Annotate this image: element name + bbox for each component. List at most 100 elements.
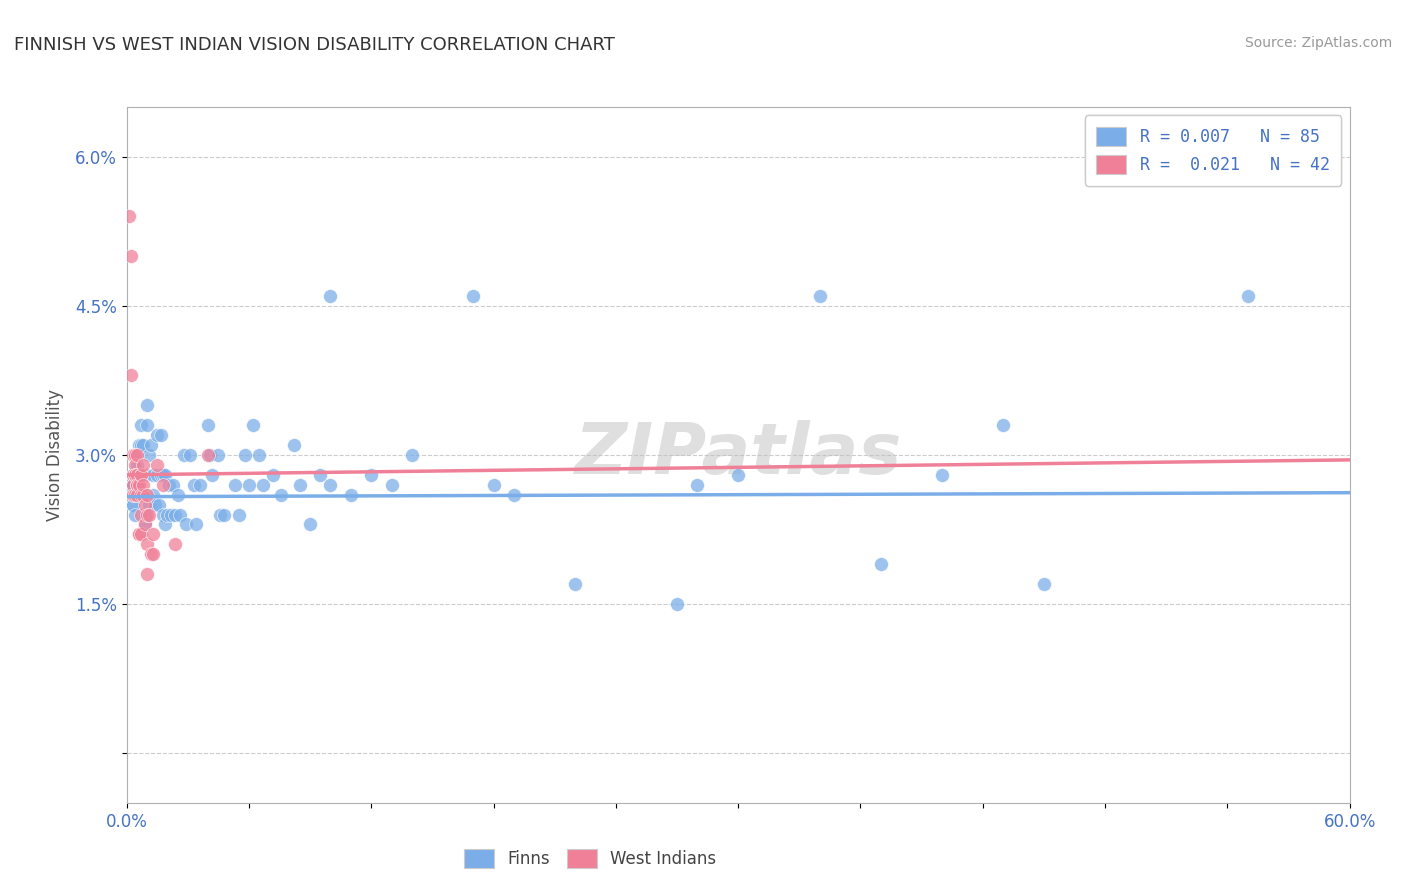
Point [242, 418, 264, 433]
Point [124, 448, 146, 462]
Point [134, 508, 156, 522]
Point [125, 477, 148, 491]
Point [134, 517, 156, 532]
Point [121, 498, 143, 512]
Point [197, 448, 219, 462]
Point [340, 488, 363, 502]
Point [174, 517, 197, 532]
Point [233, 448, 256, 462]
Point [138, 448, 160, 462]
Point [247, 448, 270, 462]
Point [129, 488, 152, 502]
Point [134, 517, 156, 532]
Point [124, 467, 146, 482]
Point [165, 508, 187, 522]
Point [319, 477, 342, 491]
Y-axis label: Vision Disability: Vision Disability [46, 389, 63, 521]
Point [283, 438, 305, 452]
Point [135, 488, 157, 502]
Point [209, 508, 232, 522]
Legend: R = 0.007   N = 85, R =  0.021   N = 42: R = 0.007 N = 85, R = 0.021 N = 42 [1085, 115, 1341, 186]
Point [120, 368, 142, 383]
Point [121, 448, 143, 462]
Point [173, 448, 195, 462]
Point [238, 477, 260, 491]
Point [138, 498, 160, 512]
Point [125, 488, 148, 502]
Point [128, 467, 150, 482]
Point [124, 467, 146, 482]
Point [121, 467, 143, 482]
Point [125, 467, 148, 482]
Point [727, 467, 749, 482]
Point [188, 477, 211, 491]
Point [146, 458, 169, 472]
Point [686, 477, 709, 491]
Point [135, 418, 157, 433]
Point [129, 438, 152, 452]
Point [146, 428, 169, 442]
Point [1033, 577, 1056, 591]
Point [135, 567, 157, 582]
Point [564, 577, 586, 591]
Point [124, 458, 146, 472]
Point [461, 289, 484, 303]
Point [1237, 289, 1260, 303]
Point [224, 477, 246, 491]
Point [179, 448, 201, 462]
Point [503, 488, 526, 502]
Point [201, 467, 224, 482]
Point [129, 467, 152, 482]
Point [142, 467, 165, 482]
Point [148, 498, 170, 512]
Point [309, 467, 332, 482]
Point [139, 438, 162, 452]
Point [299, 517, 322, 532]
Point [165, 537, 187, 551]
Point [135, 398, 157, 412]
Point [150, 467, 173, 482]
Text: Source: ZipAtlas.com: Source: ZipAtlas.com [1244, 36, 1392, 50]
Point [125, 477, 148, 491]
Point [129, 467, 152, 482]
Point [124, 488, 146, 502]
Point [128, 477, 150, 491]
Point [117, 210, 139, 224]
Point [152, 508, 174, 522]
Point [228, 508, 250, 522]
Point [125, 448, 148, 462]
Point [319, 289, 342, 303]
Point [135, 537, 157, 551]
Point [124, 508, 146, 522]
Point [288, 477, 311, 491]
Text: FINNISH VS WEST INDIAN VISION DISABILITY CORRELATION CHART: FINNISH VS WEST INDIAN VISION DISABILITY… [14, 36, 614, 54]
Point [162, 477, 184, 491]
Point [120, 477, 142, 491]
Point [157, 477, 180, 491]
Point [142, 488, 165, 502]
Point [132, 488, 155, 502]
Point [142, 527, 165, 541]
Point [401, 448, 423, 462]
Point [135, 508, 157, 522]
Point [129, 508, 152, 522]
Point [125, 458, 148, 472]
Point [124, 488, 146, 502]
Point [931, 467, 953, 482]
Point [198, 448, 221, 462]
Point [132, 438, 155, 452]
Point [143, 498, 166, 512]
Point [360, 467, 382, 482]
Point [139, 547, 162, 561]
Point [183, 477, 205, 491]
Point [482, 477, 505, 491]
Point [155, 467, 177, 482]
Legend: Finns, West Indians: Finns, West Indians [458, 842, 723, 875]
Point [134, 467, 156, 482]
Point [129, 418, 152, 433]
Point [134, 498, 156, 512]
Point [380, 477, 404, 491]
Point [125, 448, 148, 462]
Point [197, 418, 219, 433]
Point [142, 547, 165, 561]
